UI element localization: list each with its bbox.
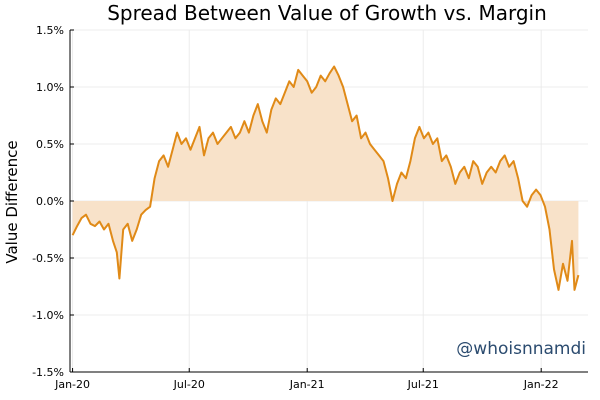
y-tick-label: 1.0%: [36, 81, 64, 94]
y-axis-label: Value Difference: [3, 140, 21, 263]
x-tick-labels: Jan-20 Jul-20 Jan-21 Jul-21 Jan-22: [54, 368, 559, 391]
y-tick-label: 0.5%: [36, 138, 64, 151]
x-tick-label: Jul-20: [173, 378, 205, 391]
y-tick-label: -1.5%: [32, 366, 64, 379]
y-tick-label: 1.5%: [36, 24, 64, 37]
y-tick-label: -0.5%: [32, 252, 64, 265]
x-tick-label: Jan-20: [54, 378, 90, 391]
x-tick-label: Jan-21: [289, 378, 325, 391]
area-fill: [72, 66, 579, 290]
series-line: [71, 65, 580, 291]
y-tick-label: 0.0%: [36, 195, 64, 208]
watermark: @whoisnnamdi: [456, 339, 586, 359]
y-tick-labels: 1.5% 1.0% 0.5% 0.0% -0.5% -1.0% -1.5%: [32, 24, 74, 379]
x-tick-label: Jul-21: [407, 378, 439, 391]
chart-title: Spread Between Value of Growth vs. Margi…: [107, 1, 547, 25]
x-tick-label: Jan-22: [523, 378, 559, 391]
y-tick-label: -1.0%: [32, 309, 64, 322]
